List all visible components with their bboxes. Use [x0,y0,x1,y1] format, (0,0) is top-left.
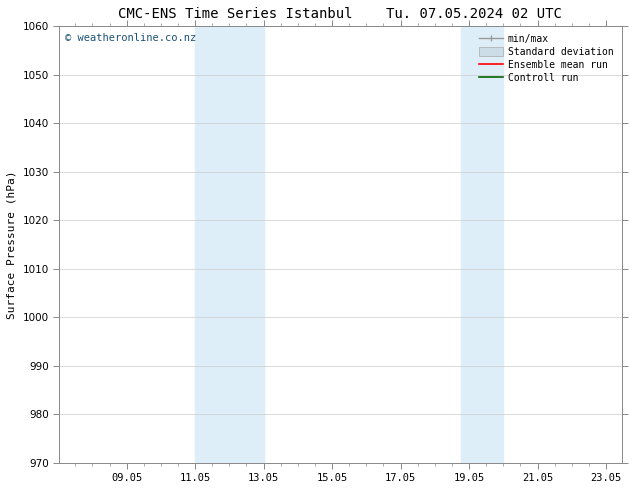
Bar [460,26,503,463]
Text: © weatheronline.co.nz: © weatheronline.co.nz [65,33,196,43]
Title: CMC-ENS Time Series Istanbul    Tu. 07.05.2024 02 UTC: CMC-ENS Time Series Istanbul Tu. 07.05.2… [119,7,562,21]
Y-axis label: Surface Pressure (hPa): Surface Pressure (hPa) [7,170,17,318]
Legend: min/max, Standard deviation, Ensemble mean run, Controll run: min/max, Standard deviation, Ensemble me… [476,31,617,86]
Bar [195,26,264,463]
